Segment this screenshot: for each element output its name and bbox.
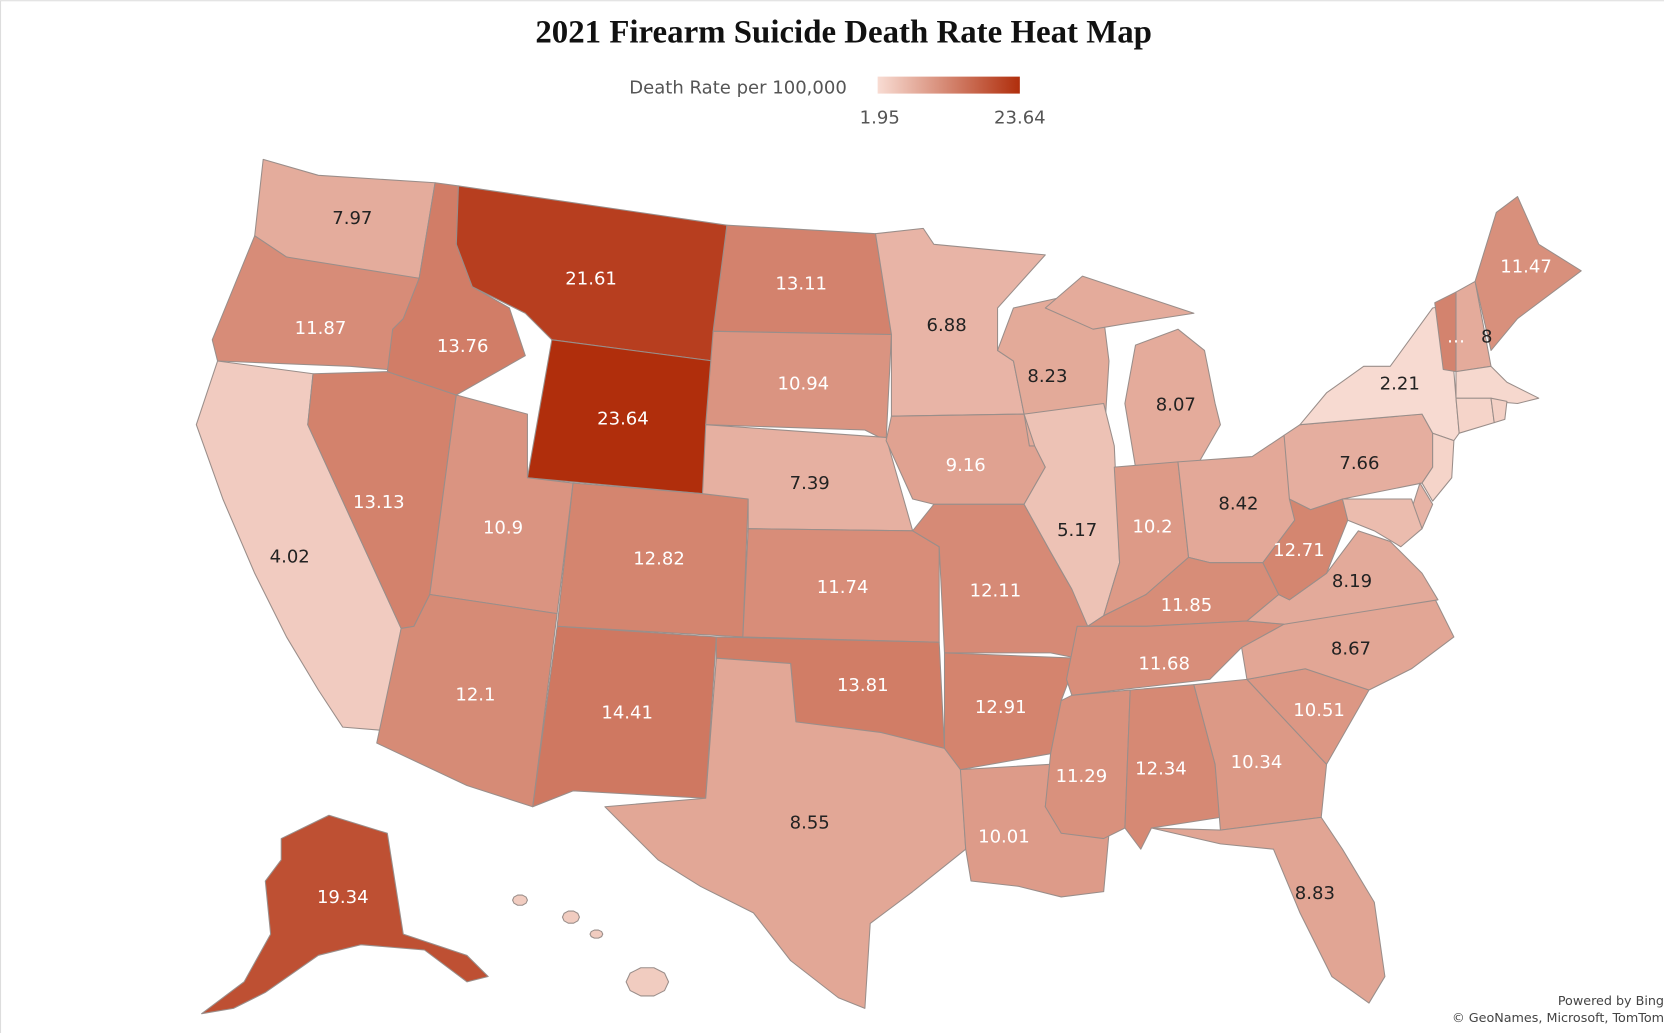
data-label: 9.16 bbox=[946, 455, 986, 476]
state bbox=[1023, 402, 1121, 627]
data-label: 10.01 bbox=[978, 827, 1030, 848]
data-label: 10.94 bbox=[778, 373, 830, 394]
data-label: 7.39 bbox=[790, 473, 830, 494]
state bbox=[376, 593, 558, 808]
data-label: 23.64 bbox=[597, 408, 649, 429]
state bbox=[1044, 275, 1221, 468]
data-label: 13.13 bbox=[353, 492, 405, 513]
state bbox=[1490, 397, 1508, 424]
data-label: 7.66 bbox=[1339, 453, 1379, 474]
state bbox=[556, 482, 749, 638]
data-label: 11.87 bbox=[295, 318, 347, 339]
state bbox=[532, 625, 717, 808]
data-label: 11.47 bbox=[1500, 257, 1552, 278]
state bbox=[604, 657, 967, 1009]
data-label: 13.76 bbox=[437, 336, 489, 357]
data-label: 13.11 bbox=[775, 274, 827, 295]
data-label: 2.21 bbox=[1380, 373, 1420, 394]
state bbox=[1150, 816, 1386, 1004]
legend-max: 23.64 bbox=[994, 107, 1046, 128]
data-label: 8.67 bbox=[1331, 639, 1371, 660]
data-label: 21.61 bbox=[565, 268, 617, 289]
data-label: 7.97 bbox=[332, 208, 372, 229]
data-label: 14.41 bbox=[601, 702, 653, 723]
attribution: Powered by Bing bbox=[1558, 994, 1664, 1009]
state bbox=[1474, 196, 1582, 351]
state bbox=[512, 894, 670, 997]
data-label: 13.81 bbox=[837, 675, 889, 696]
state bbox=[705, 330, 892, 442]
map-title: 2021 Firearm Suicide Death Rate Heat Map bbox=[535, 15, 1152, 51]
data-label: 11.68 bbox=[1138, 654, 1190, 675]
data-label: 11.85 bbox=[1161, 595, 1213, 616]
data-label: 12.11 bbox=[970, 580, 1022, 601]
data-label: 12.71 bbox=[1273, 540, 1325, 561]
data-label: 10.9 bbox=[483, 518, 523, 539]
states bbox=[195, 158, 1582, 1015]
state bbox=[742, 528, 940, 643]
legend-min: 1.95 bbox=[860, 107, 900, 128]
data-label: 8.07 bbox=[1156, 395, 1196, 416]
labels: 7.97 11.87 4.02 13.13 13.76 21.61 23.64 10.9 12.… bbox=[270, 208, 1552, 908]
state bbox=[1421, 432, 1455, 502]
state bbox=[201, 814, 489, 1015]
data-label: 10.51 bbox=[1293, 700, 1345, 721]
data-label: 10.2 bbox=[1132, 517, 1172, 538]
data-label: 8 bbox=[1481, 327, 1492, 348]
data-label: 8.19 bbox=[1332, 571, 1372, 592]
data-label: 4.02 bbox=[270, 546, 310, 567]
state bbox=[1455, 397, 1495, 434]
legend-gradient bbox=[877, 76, 1020, 94]
data-label: 11.74 bbox=[817, 577, 869, 598]
data-label: 12.34 bbox=[1135, 759, 1187, 780]
legend-title: Death Rate per 100,000 bbox=[629, 78, 847, 99]
attribution: © GeoNames, Microsoft, TomTom bbox=[1452, 1011, 1664, 1026]
data-label: 8.42 bbox=[1218, 493, 1258, 514]
data-label: 12.1 bbox=[455, 684, 495, 705]
data-label: 12.91 bbox=[975, 697, 1027, 718]
state bbox=[1341, 498, 1423, 548]
data-label: 11.29 bbox=[1056, 766, 1108, 787]
data-label: 5.17 bbox=[1057, 520, 1097, 541]
data-label: 10.34 bbox=[1231, 752, 1283, 773]
data-label: 8.55 bbox=[790, 813, 830, 834]
data-label: 19.34 bbox=[317, 887, 369, 908]
data-label: … bbox=[1447, 327, 1465, 348]
data-label: 8.83 bbox=[1295, 883, 1335, 904]
data-label: 6.88 bbox=[927, 315, 967, 336]
data-label: 12.82 bbox=[633, 548, 685, 569]
data-label: 8.23 bbox=[1027, 366, 1067, 387]
